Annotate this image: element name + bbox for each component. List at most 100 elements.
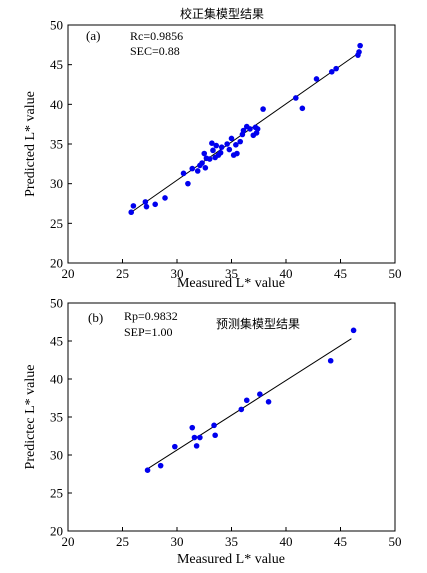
prediction-y-tick-label: 35	[50, 410, 63, 425]
calibration-data-point	[128, 209, 135, 216]
calibration-y-tick-label: 40	[50, 97, 63, 112]
prediction-data-point	[238, 406, 245, 413]
calibration-stat-sec: SEC=0.88	[130, 44, 180, 58]
calibration-data-point	[293, 95, 299, 101]
calibration-data-point	[234, 150, 240, 157]
calibration-x-tick-label: 20	[62, 266, 75, 281]
calibration-x-tick-label: 40	[280, 266, 293, 281]
calibration-data-point	[143, 203, 150, 210]
calibration-data-point	[226, 146, 233, 153]
calibration-y-tick-label: 30	[50, 176, 63, 191]
prediction-x-axis-label: Measured L* value	[177, 552, 285, 567]
prediction-data-point	[265, 399, 272, 405]
prediction-x-tick-label: 35	[225, 534, 238, 549]
prediction-points	[144, 327, 357, 474]
prediction-y-tick-label: 40	[50, 372, 63, 387]
prediction-y-axis-label: Predictec L* value	[23, 365, 38, 470]
calibration-x-tick-label: 35	[225, 266, 238, 281]
calibration-data-point	[130, 203, 137, 209]
calibration-points	[128, 42, 363, 216]
calibration-data-point	[202, 165, 209, 171]
calibration-x-tick-label: 30	[171, 266, 184, 281]
calibration-data-point	[210, 147, 216, 154]
calibration-x-axis-label: Measured L* value	[177, 276, 285, 291]
calibration-data-point	[218, 144, 225, 150]
calibration-data-point	[240, 127, 247, 134]
prediction-data-point	[211, 422, 217, 429]
calibration-data-point	[247, 126, 253, 132]
prediction-stat-sep: SEP=1.00	[124, 325, 172, 339]
calibration-x-tick-label: 50	[389, 266, 402, 281]
prediction-panel-label: (b)	[88, 310, 103, 325]
calibration-data-point	[356, 49, 362, 55]
prediction-x-tick-label: 20	[62, 534, 75, 549]
calibration-data-point	[333, 65, 339, 72]
calibration-y-tick-label: 35	[50, 137, 63, 152]
prediction-x-tick-label: 50	[389, 534, 402, 549]
calibration-data-point	[357, 42, 363, 49]
calibration-data-point	[206, 156, 213, 162]
calibration-y-axis-label: Predicted L* value	[23, 91, 38, 197]
prediction-fit-line	[145, 338, 352, 471]
calibration-data-point	[254, 126, 261, 132]
calibration-data-point	[228, 135, 235, 142]
prediction-data-point	[189, 424, 196, 431]
calibration-data-point	[209, 140, 215, 147]
prediction-y-tick-label: 20	[50, 524, 63, 539]
calibration-data-point	[194, 168, 201, 174]
calibration-x-tick-label: 45	[334, 266, 347, 281]
prediction-data-point	[172, 443, 178, 450]
calibration-y-tick-label: 50	[50, 18, 63, 33]
calibration-y-tick-label: 25	[50, 216, 63, 231]
calibration-data-point	[313, 76, 320, 82]
calibration-data-point	[299, 105, 306, 112]
prediction-y-tick-label: 45	[50, 334, 63, 349]
prediction-x-tick-label: 30	[171, 534, 184, 549]
prediction-x-tick-label: 25	[116, 534, 129, 549]
prediction-data-point	[212, 432, 218, 439]
prediction-title: 预测集模型结果	[216, 316, 300, 331]
calibration-data-point	[201, 150, 208, 157]
prediction-y-tick-label: 50	[50, 296, 63, 311]
prediction-data-point	[191, 434, 198, 441]
calibration-data-point	[142, 199, 149, 205]
prediction-y-tick-label: 30	[50, 448, 63, 463]
prediction-data-point	[157, 462, 164, 469]
calibration-data-point	[224, 141, 230, 147]
calibration-data-point	[189, 165, 196, 172]
calibration-data-point	[217, 149, 224, 156]
prediction-data-point	[350, 327, 357, 334]
prediction-y-tick-label: 25	[50, 486, 63, 501]
calibration-y-tick-label: 20	[50, 256, 63, 271]
prediction-stat-rp: Rp=0.9832	[124, 309, 178, 323]
calibration-data-point	[213, 142, 220, 149]
calibration-data-point	[260, 106, 266, 112]
calibration-x-tick-label: 25	[116, 266, 129, 281]
prediction-axes: 20 25 30 35 40 45 50 20 25 30 35 40 45 50	[50, 296, 402, 550]
calibration-data-point	[185, 180, 191, 187]
calibration-axes: 20 25 30 35 40 45 50 20 25 30 35 40 45 50	[50, 18, 402, 282]
prediction-plot-frame	[67, 302, 396, 532]
calibration-stat-rc: Rc=0.9856	[130, 29, 183, 43]
prediction-data-point	[197, 434, 203, 441]
prediction-x-tick-label: 45	[334, 534, 347, 549]
prediction-x-tick-label: 40	[280, 534, 293, 549]
calibration-plot-frame	[67, 24, 396, 264]
calibration-panel-label: (a)	[86, 28, 100, 43]
calibration-y-tick-label: 45	[50, 57, 63, 72]
calibration-panel: 20 25 30 35 40 45 50 20 25 30 35 40 45 50 (a) Rc=0.98…	[23, 6, 402, 291]
calibration-title: 校正集模型结果	[180, 6, 264, 21]
calibration-data-point	[237, 138, 244, 145]
prediction-data-point	[243, 397, 250, 404]
calibration-data-point	[328, 69, 335, 75]
prediction-data-point	[144, 467, 151, 474]
prediction-data-point	[327, 357, 334, 364]
calibration-data-point	[180, 170, 187, 177]
prediction-data-point	[193, 443, 200, 449]
calibration-data-point	[199, 160, 205, 166]
calibration-data-point	[162, 195, 168, 201]
prediction-data-point	[257, 391, 263, 398]
calibration-data-point	[233, 141, 239, 148]
calibration-data-point	[152, 201, 158, 208]
